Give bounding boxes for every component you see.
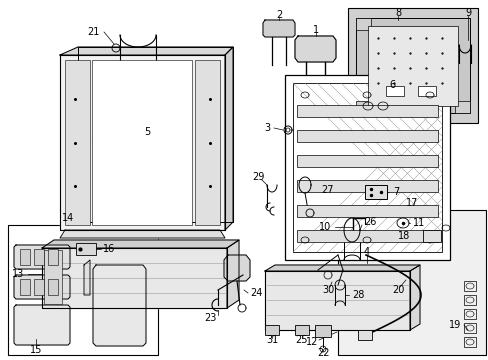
Bar <box>285 75 449 260</box>
Bar <box>357 330 371 340</box>
Bar <box>463 295 475 305</box>
Polygon shape <box>263 20 294 37</box>
Bar <box>385 86 403 96</box>
Text: 14: 14 <box>62 213 74 223</box>
Bar <box>195 60 220 225</box>
Polygon shape <box>60 55 224 230</box>
Bar <box>8 225 158 355</box>
Bar <box>44 250 62 304</box>
Text: 29: 29 <box>251 172 264 182</box>
Text: 12: 12 <box>305 337 318 347</box>
Text: 2: 2 <box>275 10 282 20</box>
Bar <box>296 230 437 242</box>
Text: 5: 5 <box>143 127 150 137</box>
Bar <box>355 18 469 113</box>
Bar <box>454 101 469 113</box>
Text: 4: 4 <box>363 247 369 257</box>
Polygon shape <box>226 240 239 308</box>
Text: 13: 13 <box>12 269 24 279</box>
Polygon shape <box>224 47 232 230</box>
Polygon shape <box>264 271 409 330</box>
Bar <box>76 243 96 255</box>
Bar <box>337 210 485 355</box>
Polygon shape <box>264 265 419 271</box>
Bar <box>264 325 279 335</box>
Text: 28: 28 <box>351 290 364 300</box>
Bar <box>296 205 437 217</box>
Text: 1: 1 <box>312 25 318 35</box>
Bar <box>20 249 30 265</box>
Text: 6: 6 <box>388 80 394 90</box>
Polygon shape <box>84 260 90 295</box>
Bar <box>34 279 44 295</box>
Bar <box>355 101 370 113</box>
Bar <box>20 279 30 295</box>
Bar <box>296 130 437 142</box>
Polygon shape <box>294 36 335 62</box>
Text: 17: 17 <box>405 198 417 208</box>
Bar <box>355 18 370 30</box>
Bar <box>296 105 437 117</box>
Polygon shape <box>14 305 70 345</box>
Text: 23: 23 <box>203 313 216 323</box>
Bar <box>463 281 475 291</box>
Text: 20: 20 <box>391 285 404 295</box>
Text: 10: 10 <box>318 222 330 232</box>
Text: 9: 9 <box>464 8 470 18</box>
Bar <box>292 83 441 252</box>
Polygon shape <box>14 245 70 269</box>
Text: 27: 27 <box>320 185 333 195</box>
Text: 24: 24 <box>249 288 262 298</box>
Bar <box>65 60 90 225</box>
Polygon shape <box>224 255 249 281</box>
Polygon shape <box>60 230 224 238</box>
Text: 22: 22 <box>316 348 328 358</box>
Bar <box>463 337 475 347</box>
Bar <box>463 323 475 333</box>
Text: 11: 11 <box>412 218 425 228</box>
Bar <box>48 249 58 265</box>
Bar <box>347 8 477 123</box>
Text: 8: 8 <box>394 8 400 18</box>
Bar <box>422 230 440 242</box>
Polygon shape <box>60 47 232 55</box>
Bar <box>296 155 437 167</box>
Text: 31: 31 <box>265 335 278 345</box>
Text: 7: 7 <box>392 187 398 197</box>
Text: 25: 25 <box>295 335 307 345</box>
Polygon shape <box>93 265 146 346</box>
Bar <box>92 60 192 225</box>
Bar <box>296 180 437 192</box>
Bar <box>48 279 58 295</box>
Text: 3: 3 <box>264 123 269 133</box>
Text: 26: 26 <box>363 217 376 227</box>
Text: 30: 30 <box>321 285 333 295</box>
Text: 18: 18 <box>397 231 409 241</box>
Polygon shape <box>42 240 239 248</box>
Bar <box>364 185 386 199</box>
Polygon shape <box>78 47 232 222</box>
Bar <box>34 249 44 265</box>
Text: 19: 19 <box>448 320 460 330</box>
Bar <box>314 325 330 337</box>
Bar <box>463 309 475 319</box>
Bar <box>294 325 308 335</box>
Polygon shape <box>409 265 419 330</box>
Polygon shape <box>42 248 226 308</box>
Bar <box>417 86 435 96</box>
Bar <box>367 26 457 106</box>
Text: 16: 16 <box>103 244 115 254</box>
Polygon shape <box>14 275 70 299</box>
Text: 15: 15 <box>30 345 42 355</box>
Text: 21: 21 <box>87 27 100 37</box>
